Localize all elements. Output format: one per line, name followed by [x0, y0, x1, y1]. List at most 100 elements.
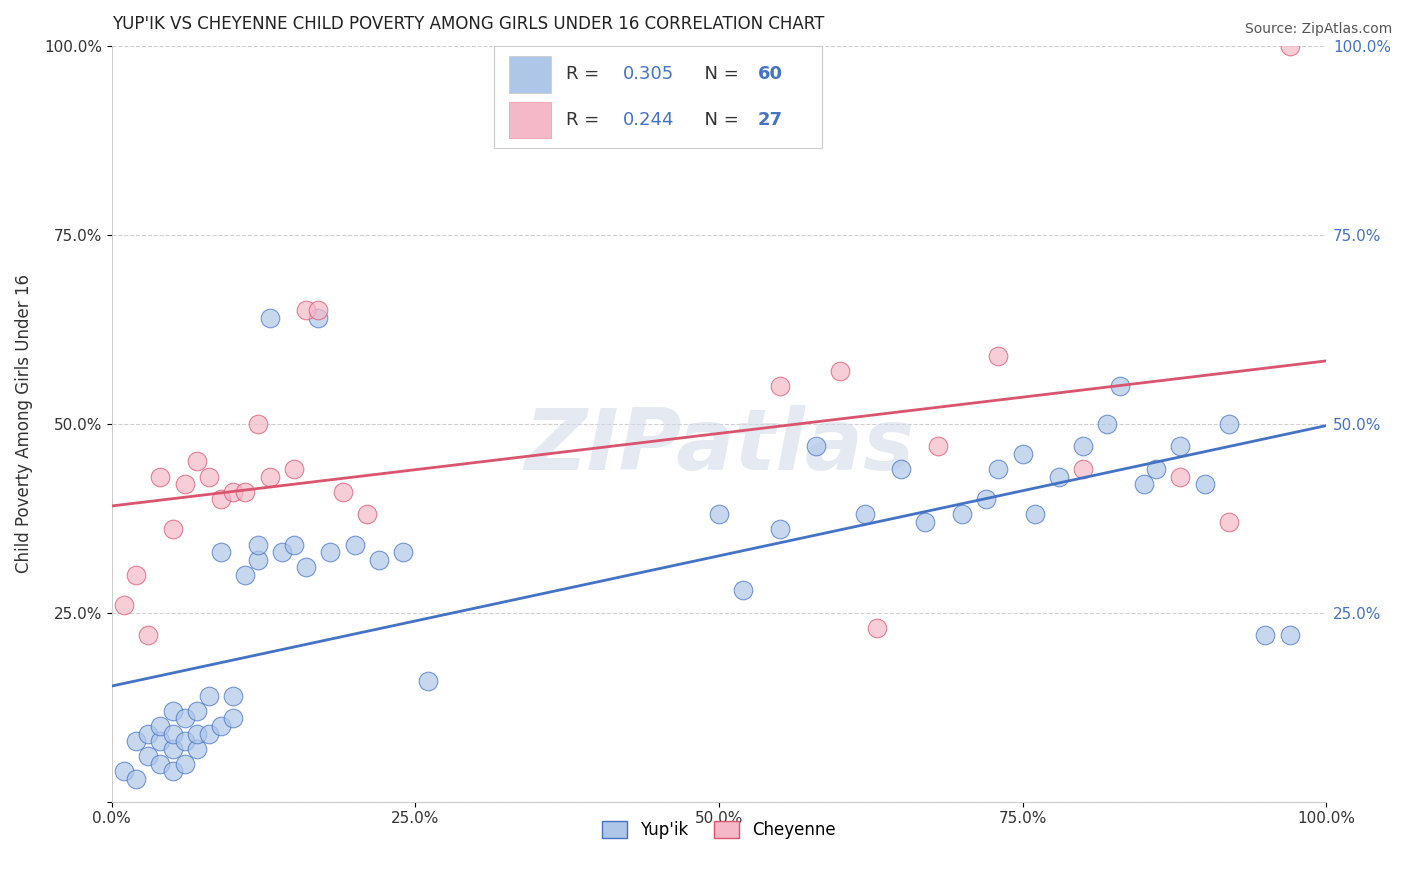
Point	[222, 711, 245, 725]
Text: YUP'IK VS CHEYENNE CHILD POVERTY AMONG GIRLS UNDER 16 CORRELATION CHART: YUP'IK VS CHEYENNE CHILD POVERTY AMONG G…	[112, 15, 824, 33]
Point	[162, 523, 184, 537]
Point	[246, 537, 269, 551]
Point	[950, 508, 973, 522]
Point	[1194, 477, 1216, 491]
Point	[1218, 515, 1240, 529]
Point	[1108, 379, 1130, 393]
Point	[186, 741, 208, 756]
Point	[246, 552, 269, 566]
Point	[259, 310, 281, 325]
Point	[162, 704, 184, 718]
Point	[769, 379, 792, 393]
Point	[974, 492, 997, 507]
Point	[1097, 417, 1119, 431]
Point	[853, 508, 876, 522]
Point	[866, 621, 889, 635]
Point	[198, 469, 221, 483]
Legend: Yup'ik, Cheyenne: Yup'ik, Cheyenne	[596, 814, 842, 847]
Point	[343, 537, 366, 551]
Point	[125, 772, 148, 786]
Point	[136, 628, 159, 642]
Text: 0.244: 0.244	[623, 111, 675, 128]
Point	[295, 303, 318, 318]
Point	[307, 310, 329, 325]
Point	[149, 719, 172, 733]
Point	[890, 462, 912, 476]
Point	[149, 734, 172, 748]
FancyBboxPatch shape	[495, 45, 823, 148]
Point	[1024, 508, 1046, 522]
Point	[1278, 38, 1301, 53]
Point	[733, 582, 755, 597]
Point	[222, 484, 245, 499]
FancyBboxPatch shape	[509, 56, 551, 93]
Text: ZIPatlas: ZIPatlas	[524, 405, 914, 488]
Point	[198, 689, 221, 703]
Point	[209, 545, 232, 559]
Point	[769, 523, 792, 537]
Point	[416, 673, 439, 688]
Text: R =: R =	[567, 65, 605, 83]
Point	[1278, 628, 1301, 642]
Point	[235, 567, 257, 582]
Point	[319, 545, 342, 559]
Point	[1218, 417, 1240, 431]
Point	[162, 741, 184, 756]
Point	[707, 508, 730, 522]
Text: Source: ZipAtlas.com: Source: ZipAtlas.com	[1244, 22, 1392, 37]
Point	[1170, 439, 1192, 453]
Point	[1254, 628, 1277, 642]
FancyBboxPatch shape	[509, 102, 551, 138]
Point	[356, 508, 378, 522]
Point	[270, 545, 292, 559]
Point	[1170, 469, 1192, 483]
Point	[283, 537, 305, 551]
Point	[392, 545, 415, 559]
Point	[830, 364, 852, 378]
Point	[246, 417, 269, 431]
Y-axis label: Child Poverty Among Girls Under 16: Child Poverty Among Girls Under 16	[15, 274, 32, 574]
Point	[1071, 439, 1094, 453]
Point	[149, 756, 172, 771]
Text: N =: N =	[693, 65, 745, 83]
Point	[125, 734, 148, 748]
Point	[914, 515, 936, 529]
Point	[332, 484, 354, 499]
Point	[1071, 462, 1094, 476]
Point	[112, 598, 135, 612]
Point	[125, 567, 148, 582]
Point	[162, 764, 184, 779]
Point	[987, 462, 1010, 476]
Point	[307, 303, 329, 318]
Text: R =: R =	[567, 111, 605, 128]
Point	[804, 439, 827, 453]
Point	[173, 711, 195, 725]
Point	[162, 726, 184, 740]
Point	[136, 749, 159, 764]
Text: 0.305: 0.305	[623, 65, 675, 83]
Text: 27: 27	[758, 111, 783, 128]
Point	[209, 719, 232, 733]
Point	[136, 726, 159, 740]
Point	[259, 469, 281, 483]
Point	[987, 349, 1010, 363]
Point	[1047, 469, 1070, 483]
Point	[1011, 447, 1033, 461]
Point	[1133, 477, 1156, 491]
Point	[173, 734, 195, 748]
Point	[368, 552, 391, 566]
Point	[209, 492, 232, 507]
Point	[186, 726, 208, 740]
Point	[283, 462, 305, 476]
Point	[198, 726, 221, 740]
Point	[186, 454, 208, 468]
Point	[222, 689, 245, 703]
Point	[295, 560, 318, 574]
Point	[927, 439, 949, 453]
Text: N =: N =	[693, 111, 745, 128]
Point	[112, 764, 135, 779]
Point	[173, 756, 195, 771]
Point	[235, 484, 257, 499]
Point	[1144, 462, 1167, 476]
Point	[173, 477, 195, 491]
